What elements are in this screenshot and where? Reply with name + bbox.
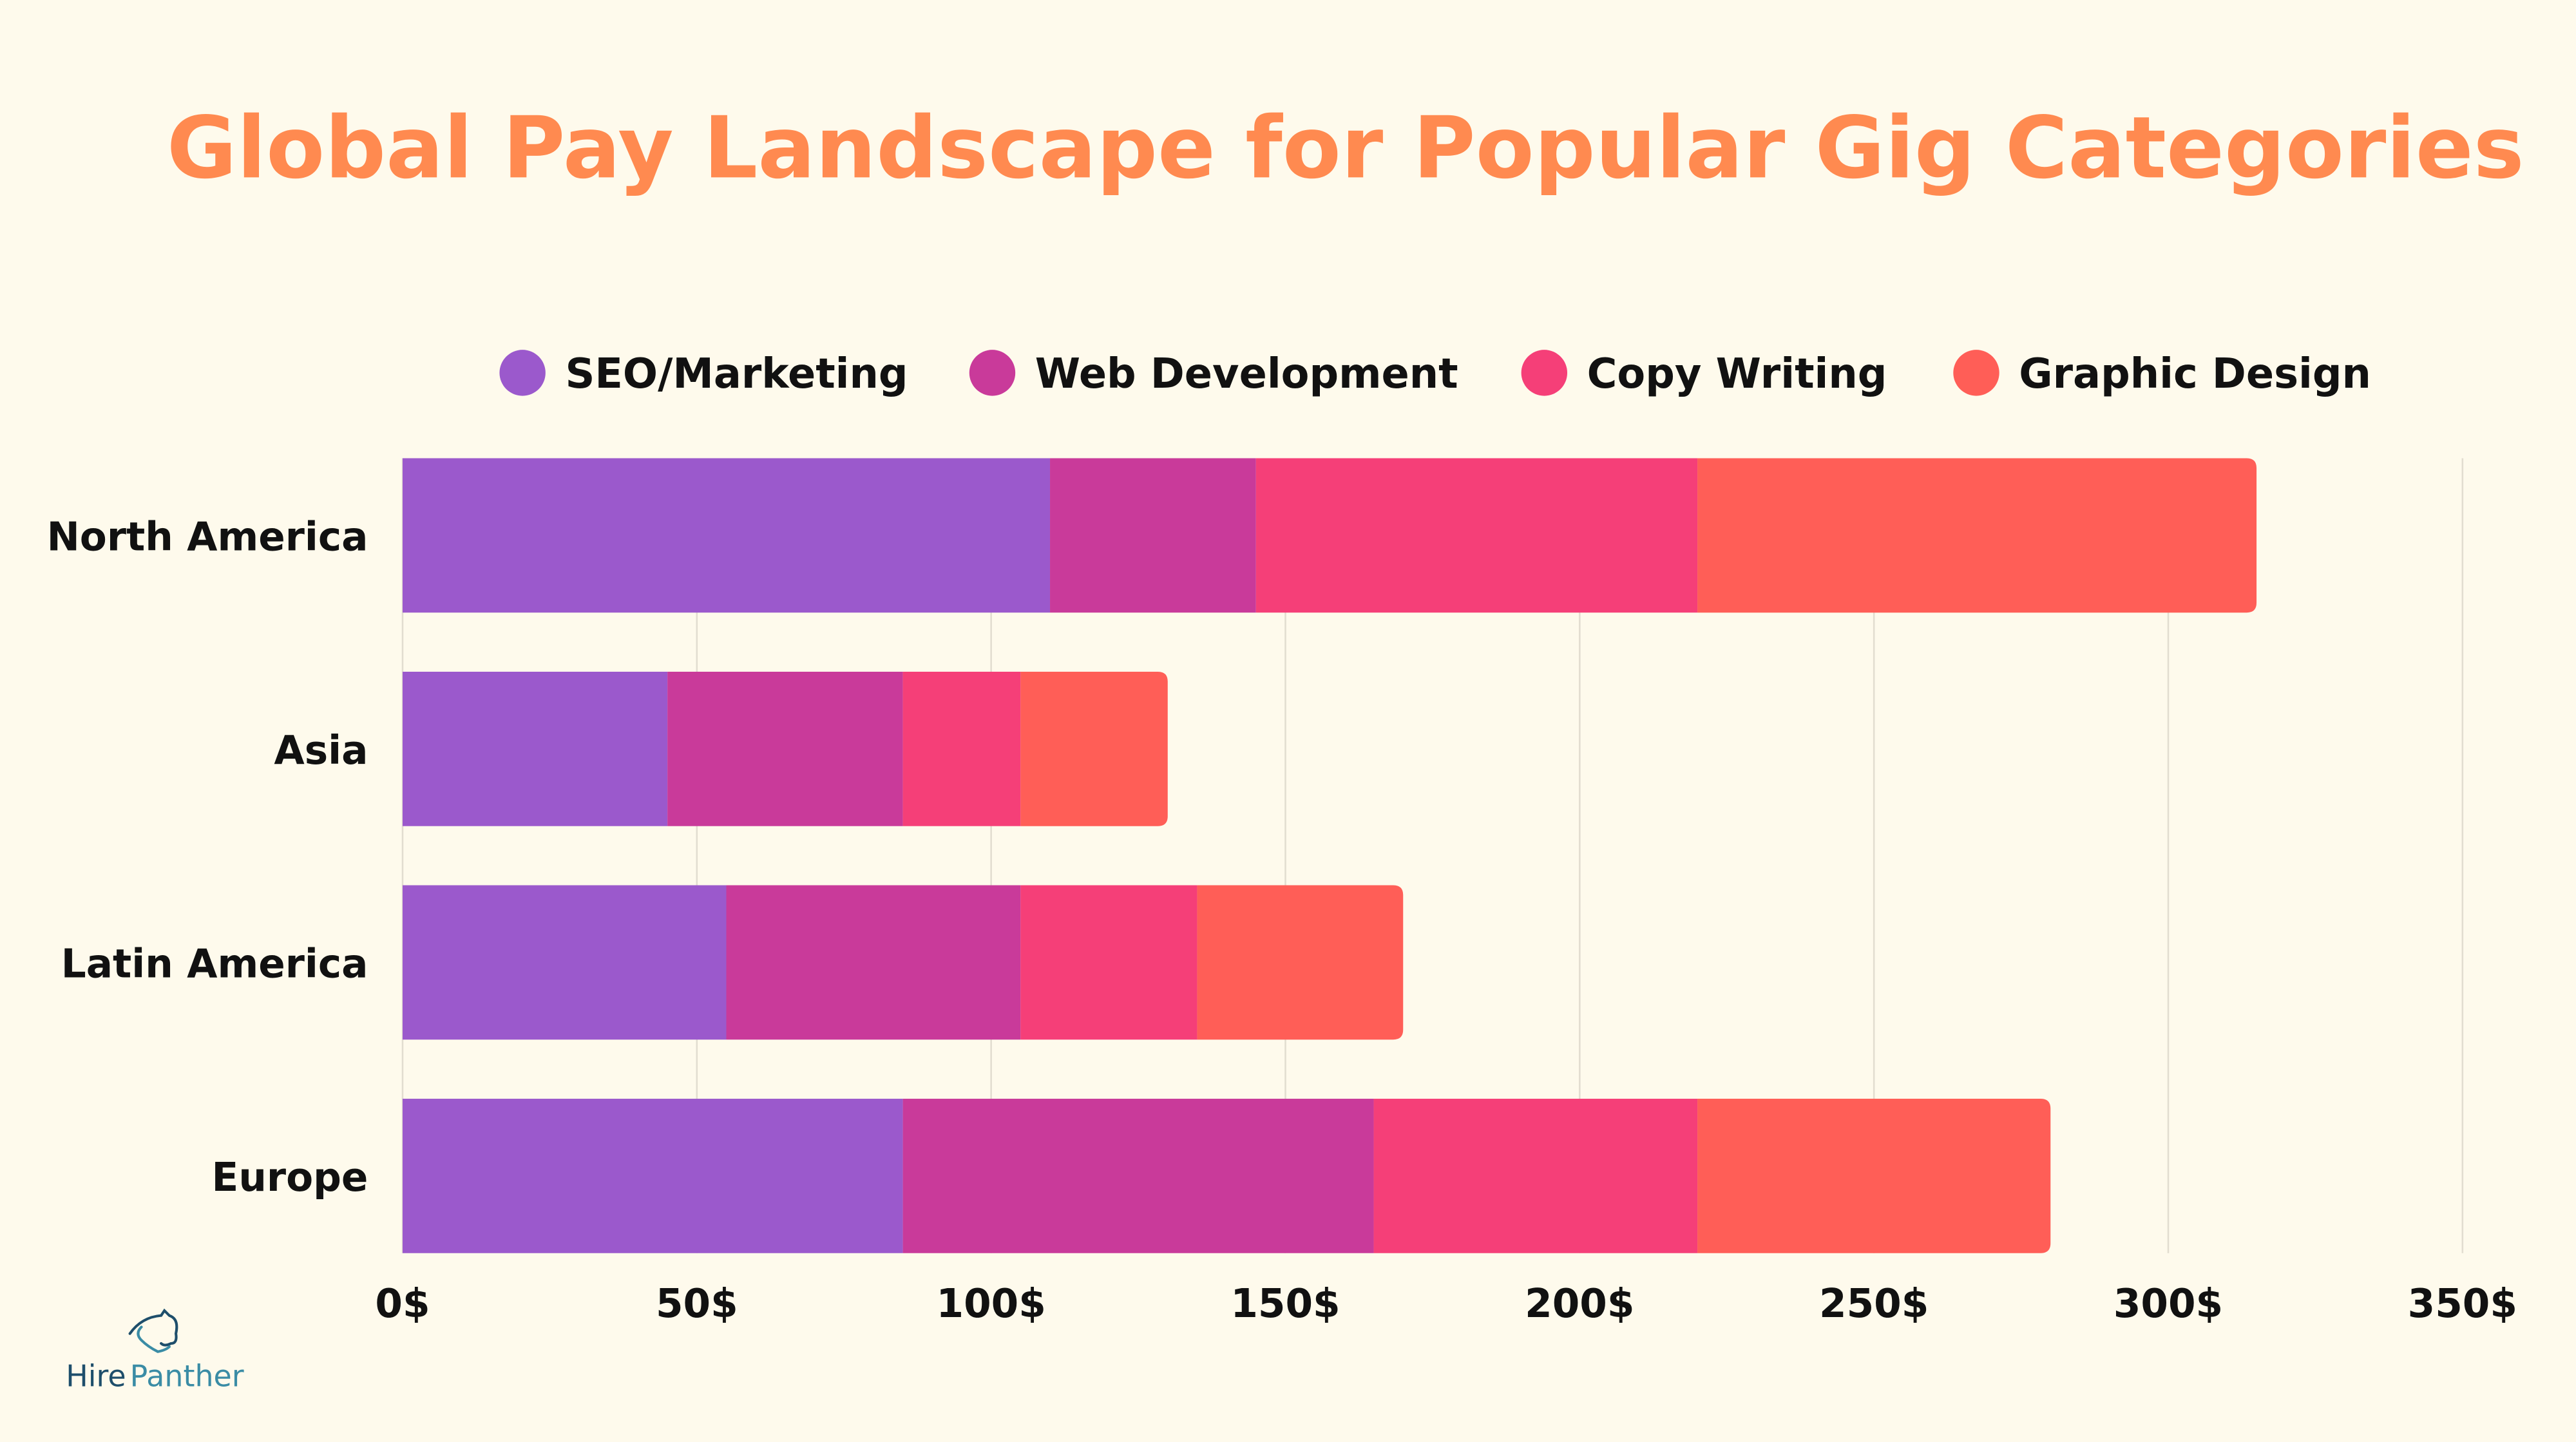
category-labels: North America Asia Latin America Europe: [47, 514, 368, 1200]
x-tick-label: 300$: [2113, 1281, 2223, 1327]
category-label: Asia: [274, 728, 368, 773]
bar-segment: [1697, 458, 2257, 613]
bar-segment: [402, 671, 668, 826]
bar-segment: [1197, 885, 1404, 1040]
category-label: Latin America: [61, 941, 368, 987]
x-tick-label: 200$: [1525, 1281, 1634, 1327]
bar-segment: [726, 885, 1021, 1040]
bar-segment: [1050, 458, 1256, 613]
legend-label: Graphic Design: [2019, 350, 2371, 398]
x-tick-label: 0$: [375, 1281, 430, 1327]
bar-segment: [1020, 885, 1197, 1040]
bar-segment: [402, 458, 1051, 613]
logo-text-panther: Panther: [130, 1358, 244, 1393]
legend-swatch: [499, 350, 546, 396]
legend-swatch: [969, 350, 1016, 396]
legend: SEO/Marketing Web Development Copy Writing…: [499, 350, 2371, 398]
category-label: Europe: [212, 1155, 368, 1200]
bar-segment: [902, 1099, 1374, 1253]
bar-segment: [1697, 1099, 2051, 1253]
x-tick-label: 100$: [937, 1281, 1046, 1327]
chart-title: Global Pay Landscape for Popular Gig Cat…: [167, 99, 2524, 198]
bar-segment: [402, 885, 727, 1040]
x-tick-label: 150$: [1230, 1281, 1340, 1327]
x-tick-label: 50$: [656, 1281, 738, 1327]
legend-swatch: [1521, 350, 1568, 396]
bar-segment: [1255, 458, 1698, 613]
legend-label: SEO/Marketing: [565, 350, 908, 398]
x-tick-label: 250$: [1819, 1281, 1929, 1327]
bar-segment: [902, 671, 1021, 826]
legend-label: Copy Writing: [1587, 350, 1887, 398]
panther-head-icon: [128, 1308, 178, 1353]
x-tick-label: 350$: [2408, 1281, 2517, 1327]
bar-segment: [1020, 671, 1168, 826]
hire-panther-logo: Hire Panther: [66, 1308, 244, 1393]
logo-text-hire: Hire: [66, 1358, 126, 1393]
category-label: North America: [47, 514, 368, 560]
bars: [402, 458, 2257, 1253]
bar-segment: [667, 671, 903, 826]
legend-swatch: [1953, 350, 1999, 396]
x-tick-labels: 0$ 50$ 100$ 150$ 200$ 250$ 300$ 350$: [375, 1281, 2517, 1327]
legend-label: Web Development: [1035, 350, 1458, 398]
bar-segment: [1373, 1099, 1698, 1253]
bar-segment: [402, 1099, 903, 1253]
